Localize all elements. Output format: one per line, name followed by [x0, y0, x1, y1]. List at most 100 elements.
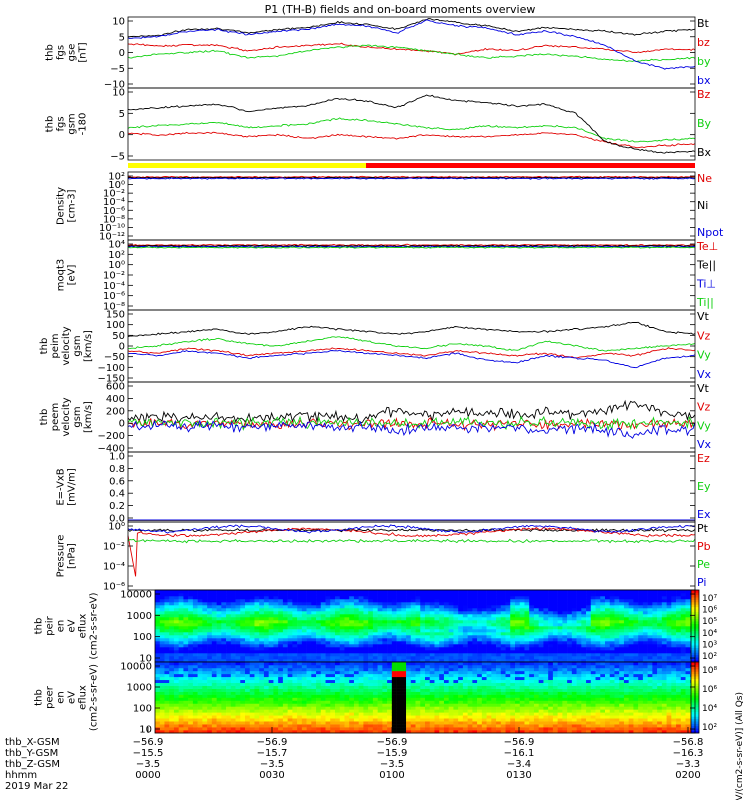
spectrogram-cell	[339, 670, 345, 675]
spectrogram-cell	[529, 712, 535, 716]
spectrogram-cell	[349, 712, 355, 716]
spectrogram-cell	[245, 700, 251, 704]
spectrogram-cell	[576, 641, 582, 645]
spectrogram-cell	[164, 676, 170, 681]
spectrogram-cell	[344, 709, 350, 713]
spectrogram-cell	[382, 670, 388, 675]
spectrogram-cell	[263, 706, 269, 710]
spectrogram-cell	[429, 712, 435, 716]
legend-entry: Vz	[697, 401, 711, 414]
spectrogram-cell	[211, 700, 217, 704]
spectrogram-cell	[306, 650, 312, 654]
spectrogram-cell	[320, 662, 326, 666]
spectrogram-cell	[358, 682, 364, 686]
spectrogram-cell	[216, 638, 222, 642]
spectrogram-cell	[235, 641, 241, 645]
spectrogram-cell	[235, 611, 241, 615]
spectrogram-cell	[349, 653, 355, 657]
spectrogram-cell	[221, 629, 227, 633]
spectrogram-cell	[472, 697, 478, 701]
spectrogram-cell	[510, 694, 516, 698]
spectrogram-cell	[344, 650, 350, 654]
spectrogram-cell	[614, 596, 620, 600]
spectrogram-cell	[353, 703, 359, 707]
spectrogram-cell	[306, 662, 312, 666]
spectrogram-cell	[316, 664, 322, 669]
spectrogram-cell	[462, 727, 468, 731]
spectrogram-cell	[330, 635, 336, 639]
spectrogram-cell	[515, 626, 521, 630]
spectrogram-cell	[652, 623, 658, 627]
spectrogram-cell	[477, 703, 483, 707]
spectrogram-cell	[434, 644, 440, 648]
spectrogram-cell	[245, 682, 251, 686]
spectrogram-cell	[173, 715, 179, 719]
spectrogram-cell	[515, 679, 521, 684]
spectrogram-cell	[538, 644, 544, 648]
spectrogram-cell	[425, 602, 431, 606]
spectrogram-cell	[477, 656, 483, 660]
spectrogram-cell	[230, 635, 236, 639]
spectrogram-cell	[548, 623, 554, 627]
spectrogram-cell	[287, 691, 293, 695]
spectrogram-cell	[500, 602, 506, 606]
spectrogram-cell	[155, 629, 161, 633]
spectrogram-cell	[391, 662, 397, 666]
spectrogram-cell	[363, 676, 369, 681]
spectrogram-cell	[282, 664, 288, 669]
spectrogram-cell	[467, 620, 473, 624]
spectrogram-cell	[401, 623, 407, 627]
spectrogram-cell	[676, 656, 682, 660]
spectrogram-cell	[311, 727, 317, 731]
spectrogram-cell	[249, 638, 255, 642]
spectrogram-cell	[567, 659, 573, 663]
spectrogram-cell	[297, 688, 303, 692]
spectrogram-cell	[226, 685, 232, 689]
spectrogram-cell	[500, 611, 506, 615]
spectrogram-cell	[425, 608, 431, 612]
legend-entry: Vy	[697, 419, 711, 432]
spectrogram-cell	[505, 644, 511, 648]
spectrogram-cell	[316, 632, 322, 636]
spectrogram-cell	[207, 626, 213, 630]
spectrogram-cell	[159, 605, 165, 609]
spectrogram-cell	[548, 650, 554, 654]
spectrogram-cell	[197, 638, 203, 642]
spectrogram-cell	[529, 685, 535, 689]
spectrogram-cell	[259, 706, 265, 710]
spectrogram-cell	[552, 635, 558, 639]
spectrogram-cell	[391, 712, 397, 716]
spectrogram-cell	[173, 614, 179, 618]
spectrogram-cell	[306, 644, 312, 648]
spectrogram-cell	[169, 647, 175, 651]
spectrogram-cell	[429, 662, 435, 666]
spectrogram-cell	[661, 608, 667, 612]
spectrogram-cell	[259, 611, 265, 615]
spectrogram-cell	[685, 632, 691, 636]
spectrogram-cell	[188, 730, 194, 734]
spectrogram-cell	[391, 605, 397, 609]
spectrogram-cell	[155, 602, 161, 606]
spectrogram-cell	[410, 599, 416, 603]
spectrogram-cell	[609, 647, 615, 651]
spectrogram-cell	[614, 626, 620, 630]
spectrogram-cell	[188, 620, 194, 624]
spectrogram-cell	[467, 638, 473, 642]
spectrogram-cell	[202, 697, 208, 701]
spectrogram-cell	[529, 650, 535, 654]
spectrogram-cell	[605, 608, 611, 612]
spectrogram-cell	[519, 682, 525, 686]
spectrogram-cell	[268, 685, 274, 689]
spectrogram-cell	[249, 629, 255, 633]
spectrogram-cell	[642, 629, 648, 633]
spectrogram-cell	[164, 593, 170, 597]
spectrogram-cell	[202, 673, 208, 678]
spectrogram-cell	[619, 635, 625, 639]
spectrogram-cell	[548, 626, 554, 630]
spectrogram-cell	[306, 664, 312, 669]
spectrogram-cell	[178, 679, 184, 684]
spectrogram-cell	[661, 659, 667, 663]
spectrogram-cell	[330, 632, 336, 636]
spectrogram-cell	[273, 682, 279, 686]
spectrogram-cell	[600, 650, 606, 654]
